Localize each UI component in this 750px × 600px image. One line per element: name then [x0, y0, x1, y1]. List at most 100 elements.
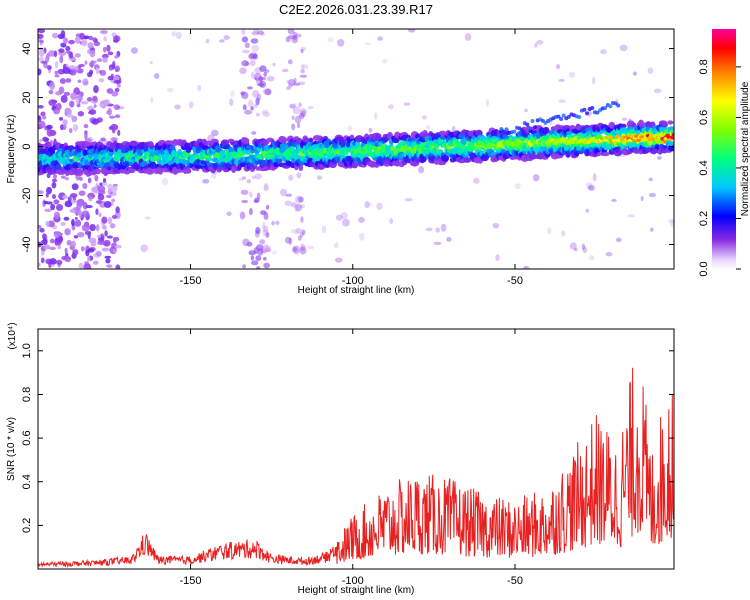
spectrogram-cell [99, 29, 108, 35]
snr-panel: -150 -100 -50 0.2 0.4 0.6 0.8 1.0 Height of st… [6, 322, 675, 596]
spectrogram-cell [87, 256, 91, 262]
spectrogram-cell [112, 60, 116, 69]
spectrogram-cell [113, 237, 117, 244]
spectrogram-cell [69, 67, 77, 76]
spectrogram-cell [582, 107, 587, 112]
spectrogram-cell [97, 185, 106, 193]
spectrogram-cell [38, 190, 44, 195]
spectrogram-cell [298, 164, 304, 172]
spectrogram-cell [78, 210, 83, 219]
spectrogram-cell [301, 229, 306, 236]
spectrogram-cell [249, 191, 253, 198]
spectrogram-cell [48, 50, 56, 57]
spectrogram-cell [279, 136, 288, 144]
spectrogram-cell [425, 227, 433, 232]
spectrogram-cell [433, 241, 442, 246]
spectrogram-cell [44, 208, 52, 213]
spectrogram-cell [334, 257, 343, 263]
spectrogram-cell [188, 101, 194, 109]
spectrogram-cell [255, 112, 261, 117]
spectrogram-cell [40, 111, 46, 117]
spectrogram-cell [63, 91, 71, 96]
snr-plot-frame [37, 328, 675, 570]
spectrogram-cell [271, 250, 277, 255]
spectrogram-cell [295, 33, 302, 38]
spectrogram-cell [662, 122, 667, 127]
spectrogram-cell [250, 71, 255, 79]
spectrogram-cell [608, 135, 614, 140]
spectrogram-cell [275, 220, 280, 226]
spectrogram-cell [281, 68, 289, 73]
spectrogram-cell [265, 204, 270, 210]
spectrogram-panel: -150 -100 -50 40 20 0 -20 -40 Height of straig… [6, 28, 675, 296]
spectrogram-heatmap [38, 29, 674, 269]
spectrogram-cell [40, 257, 45, 264]
spectrogram-cell [106, 44, 111, 52]
spectrogram-cell [259, 80, 267, 88]
spectrogram-cell [70, 199, 78, 204]
spectrogram-cell [50, 203, 56, 211]
spectrogram-cell [111, 214, 118, 219]
spectrogram-cell [58, 86, 65, 94]
spectrogram-cell [388, 104, 394, 110]
spectrogram-cell [300, 243, 306, 251]
spectrogram-cell [588, 255, 595, 261]
spectrogram-cell [605, 252, 613, 257]
spectrogram-cell [573, 247, 578, 252]
spectrogram-cell [38, 56, 44, 62]
y-tick-label: 0.2 [21, 518, 33, 533]
spectrogram-cell [295, 195, 303, 204]
spectrogram-cell [590, 105, 595, 110]
spectrogram-cell [113, 185, 118, 192]
spectrogram-cell [547, 227, 552, 235]
spectrogram-cell [171, 31, 177, 37]
spectrogram-cell [250, 260, 259, 266]
y-tick-label: 0.6 [21, 430, 33, 445]
spectrogram-cell [39, 138, 43, 143]
spectrogram-cell [78, 262, 84, 269]
spectrogram-cell [175, 31, 182, 40]
spectrogram-cell [65, 45, 71, 52]
spectrogram-cell [84, 230, 92, 236]
spectrogram-cell [263, 185, 269, 191]
spectrogram-cell [327, 37, 334, 43]
spectrogram-cell [216, 145, 222, 153]
spectrogram-cell [80, 100, 89, 105]
y-tick-label: -40 [21, 237, 33, 253]
spectrogram-cell [418, 166, 425, 174]
spectrogram-cell [291, 202, 297, 208]
spectrogram-cell [530, 118, 535, 123]
spectrogram-cell [117, 129, 121, 137]
spectrogram-cell [561, 113, 566, 118]
spectrogram-cell [100, 137, 107, 142]
snr-y-ticks: 0.2 0.4 0.6 0.8 1.0 [21, 343, 674, 533]
spectrogram-cell [107, 107, 112, 116]
spectrogram-cell [68, 128, 73, 134]
spectrogram-cell [635, 130, 641, 135]
spectrogram-cell [77, 79, 82, 84]
spectrogram-cell [475, 129, 483, 137]
spectrogram-cell [111, 91, 119, 97]
spectrogram-cell [115, 264, 121, 269]
spectrogram-cell [106, 264, 113, 268]
spectrogram-cell [656, 156, 662, 160]
spectrogram-cell [75, 66, 79, 71]
spectrogram-cell [42, 237, 48, 246]
y-tick-label: 0.4 [21, 474, 33, 489]
spectrogram-cell [262, 111, 270, 118]
spectrogram-cell [80, 246, 85, 252]
spectrogram-cell [89, 61, 95, 68]
spectrogram-cell [42, 115, 47, 120]
spectrogram-cell [72, 249, 79, 256]
spectrogram-cell [71, 219, 75, 227]
spectrogram-cell [140, 244, 148, 253]
spectrogram-cell [94, 168, 102, 175]
spectrogram-cell [263, 71, 267, 77]
spectrogram-cell [259, 76, 267, 81]
spectrogram-cell [70, 208, 76, 213]
spectrogram-cell [263, 262, 271, 269]
spectrogram-cell [298, 112, 305, 120]
spectrogram-cell [60, 175, 66, 179]
spectrogram-cell [485, 98, 490, 107]
spectrogram-cell [74, 219, 82, 227]
